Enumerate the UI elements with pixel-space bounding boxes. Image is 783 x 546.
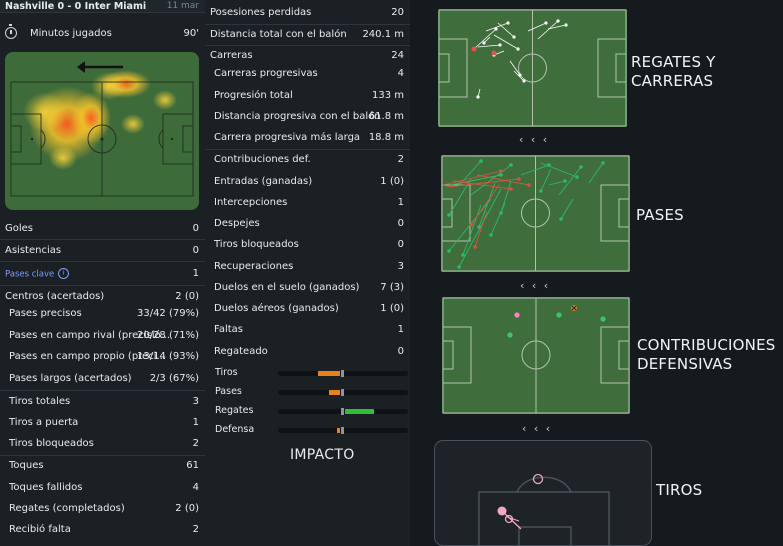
stat-row-total-progression: Progresión total 133 m: [214, 90, 404, 101]
stat-row-possession-lost: Posesiones perdidas 20: [210, 7, 404, 18]
impact-bar-defense: [278, 427, 408, 434]
nav-chevrons-1[interactable]: ‹ ‹ ‹: [519, 133, 550, 146]
stat-row-total-shots: Tiros totales 3: [9, 396, 199, 407]
minutes-label: Minutos jugados: [30, 28, 112, 39]
stat-row-long-balls: Pases largos (acertados) 2/3 (67%): [9, 373, 199, 384]
impact-row-passes: Pases: [205, 384, 410, 400]
stat-row-progressive-carries: Carreras progresivas 4: [214, 68, 404, 79]
shots-map: [434, 440, 652, 546]
impact-bar-shots: [278, 370, 408, 377]
player-stats-left-panel: Nashville 0 - 0 Inter Miami 11 mar Minut…: [0, 0, 205, 546]
stat-row-shots-on-target: Tiros a puerta 1: [9, 417, 199, 428]
impact-row-shots: Tiros: [205, 365, 410, 381]
stat-row-fouls: Faltas 1: [214, 324, 404, 335]
key-passes-label: Pases clave: [5, 269, 55, 280]
label-passes: PASES: [636, 206, 684, 224]
stat-row-dribbles: Regates (completados) 2 (0): [9, 503, 199, 514]
impact-row-defense: Defensa: [205, 422, 410, 438]
nav-chevrons-3[interactable]: ‹ ‹ ‹: [522, 422, 553, 435]
stat-row-fouled: Recibió falta 2: [9, 524, 199, 535]
match-title: Nashville 0 - 0 Inter Miami: [5, 1, 147, 12]
stat-row-own-half-passes: Pases en campo propio (preci... 13/14 (9…: [9, 351, 199, 362]
stat-row-dribbled-past: Regateado 0: [214, 346, 404, 357]
stat-row-goals: Goles 0: [5, 223, 199, 234]
stat-row-blocked-shots: Tiros bloqueados 2: [9, 438, 199, 449]
impact-bar-passes: [278, 389, 408, 396]
nav-chevrons-2[interactable]: ‹ ‹ ‹: [520, 279, 551, 292]
minutes-played-row: Minutos jugados 90': [0, 24, 205, 44]
stat-row-assists: Asistencias 0: [5, 245, 199, 256]
stat-row-key-passes[interactable]: Pases clave i 1: [5, 268, 199, 280]
stat-row-interceptions: Intercepciones 1: [214, 197, 404, 208]
info-icon[interactable]: i: [58, 268, 70, 279]
impact-row-dribbles: Regates: [205, 403, 410, 419]
label-shots: TIROS: [656, 481, 703, 499]
match-header[interactable]: Nashville 0 - 0 Inter Miami 11 mar: [0, 0, 205, 13]
player-stats-mid-panel: Posesiones perdidas 20 Distancia total c…: [205, 0, 410, 546]
match-date: 11 mar: [166, 1, 199, 11]
impact-title: IMPACTO: [290, 447, 355, 463]
stat-row-defensive-contributions: Contribuciones def. 2: [214, 154, 404, 165]
stat-row-blocked-shots-def: Tiros bloqueados 0: [214, 239, 404, 250]
heatmap: [5, 52, 199, 210]
stat-row-opp-half-passes: Pases en campo rival (precisió... 20/28 …: [9, 330, 199, 341]
stat-row-accurate-passes: Pases precisos 33/42 (79%): [9, 308, 199, 319]
stat-row-tackles: Entradas (ganadas) 1 (0): [214, 176, 404, 187]
heatmap-pitch: [10, 61, 194, 197]
attack-direction-arrow-icon: [77, 61, 123, 73]
stat-row-touches: Toques 61: [9, 460, 199, 471]
defensive-contributions-map: [442, 297, 630, 414]
stat-row-total-distance: Distancia total con el balón 240.1 m: [210, 29, 404, 40]
stat-row-aerial-duels: Duelos aéreos (ganados) 1 (0): [214, 303, 404, 314]
label-dribbles-carries: REGATES Y CARRERAS: [631, 53, 716, 90]
stat-row-progressive-distance: Distancia progresiva con el balón 61.8 m: [214, 111, 404, 122]
stat-row-longest-carry: Carrera progresiva más larga 18.8 m: [214, 132, 404, 143]
stat-row-ground-duels: Duelos en el suelo (ganados) 7 (3): [214, 282, 404, 293]
dribbles-carries-map: [438, 9, 627, 127]
impact-bar-dribbles: [278, 408, 408, 415]
stat-row-clearances: Despejes 0: [214, 218, 404, 229]
minutes-value: 90': [183, 28, 199, 39]
label-defensive-contributions: CONTRIBUCIONES DEFENSIVAS: [637, 336, 776, 373]
stat-row-carries: Carreras 24: [210, 50, 404, 61]
stat-row-crosses: Centros (acertados) 2 (0): [5, 291, 199, 302]
stat-row-failed-touches: Toques fallidos 4: [9, 482, 199, 493]
stopwatch-icon: [5, 24, 17, 39]
stat-row-recoveries: Recuperaciones 3: [214, 261, 404, 272]
passes-map: [441, 155, 630, 272]
